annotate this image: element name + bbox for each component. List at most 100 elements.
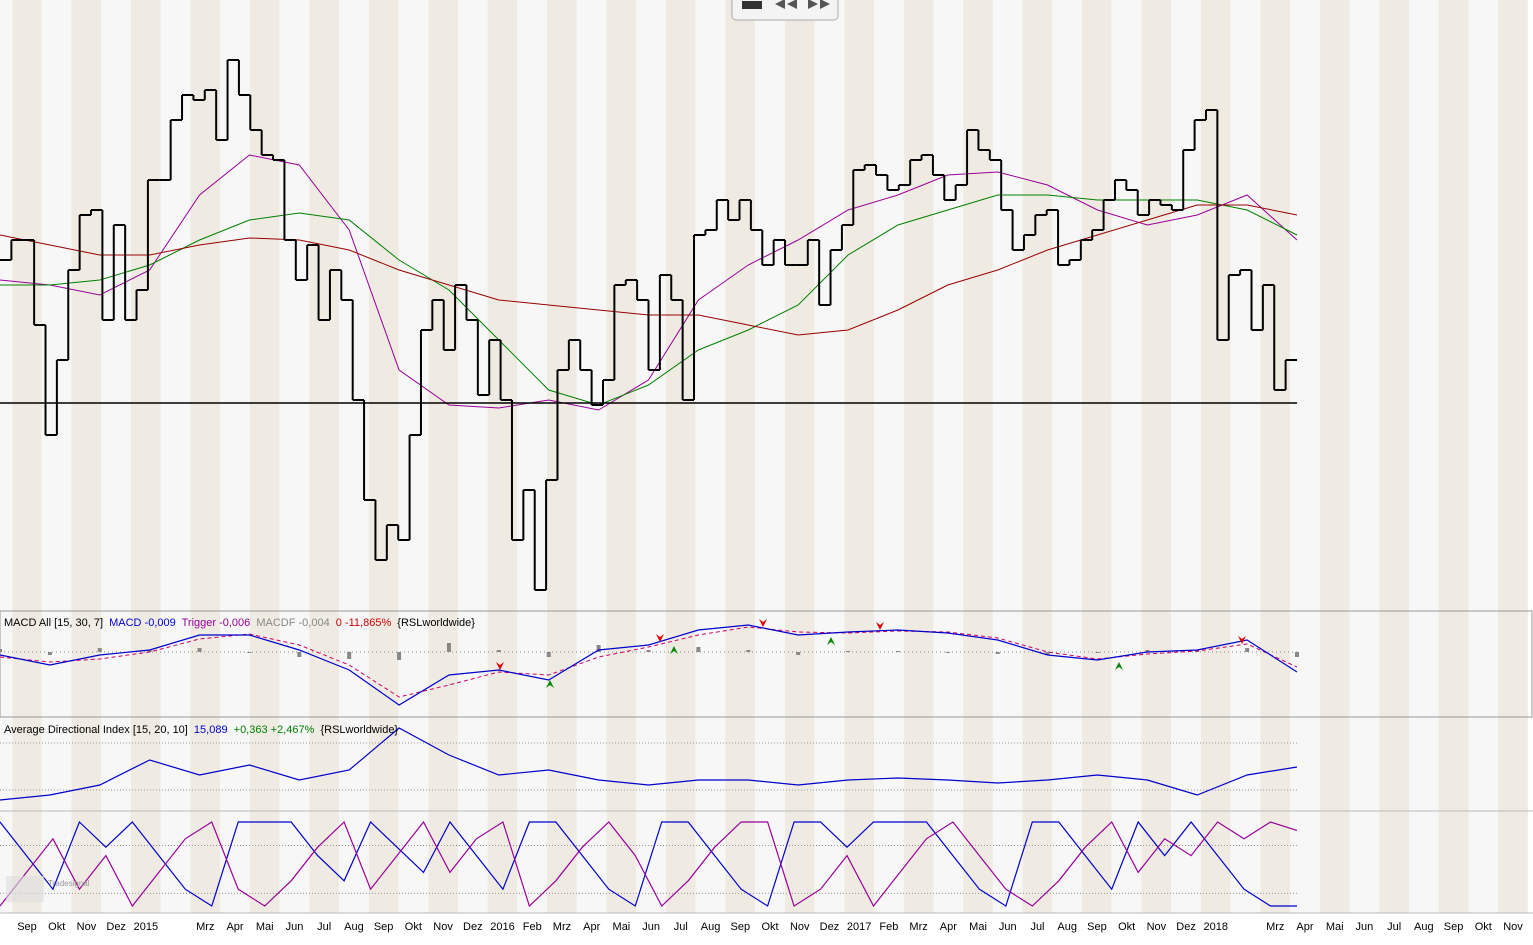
month-stripe [309,0,340,913]
month-stripe [368,0,399,913]
month-stripe [1111,0,1142,913]
month-stripe [1498,0,1528,913]
macd-histogram-bar [1145,650,1150,652]
month-stripe [636,0,666,913]
x-tick-label: Nov [77,921,97,933]
month-stripe [1438,0,1469,913]
x-tick-label: Aug [701,921,721,933]
oscillator-line [0,820,1298,908]
macd-histogram-bar [746,650,751,652]
x-tick-label: Mrz [196,921,214,933]
x-tick-label: Sep [730,921,750,933]
x-tick-label: Aug [344,921,364,933]
month-stripe [160,0,191,913]
x-tick-label: Nov [1147,921,1167,933]
x-tick-label: Sep [1444,921,1464,933]
x-tick-label: Jul [317,921,331,933]
buy-arrow [1115,662,1123,670]
x-tick-label: Jun [1356,921,1374,933]
x-tick-label: Okt [405,921,422,933]
macd-histogram-bar [995,652,1000,654]
forward-icon[interactable] [808,0,830,9]
trigger-line [0,626,1298,698]
x-tick-label: Mai [969,921,987,933]
moving-average [0,194,1298,406]
macd-histogram-bar [1095,652,1100,653]
grid-icon[interactable] [742,1,762,9]
month-stripe [874,0,904,913]
month-stripe [933,0,964,913]
macdf-label: MACDF -0,004 [256,617,329,629]
x-tick-label: Jul [1387,921,1401,933]
month-stripe [1171,0,1201,913]
macd-histogram-bar [297,652,302,657]
x-tick-label: Sep [17,921,37,933]
adx-value: 15,089 [194,724,228,736]
x-tick-label: Apr [583,921,600,933]
macd-histogram-bar [247,652,252,653]
month-stripe [992,0,1023,913]
month-stripe [725,0,756,913]
macd-histogram-bar [397,652,402,660]
macd-histogram-bar [945,652,950,653]
toolbar[interactable] [731,0,839,21]
watermark: Tradesignal [48,879,90,888]
x-tick-label: Sep [374,921,394,933]
month-stripe [457,0,488,913]
month-stripe [963,0,993,913]
adx-title: Average Directional Index [15, 20, 10] [4,724,188,736]
macd-histogram-bar [646,650,651,652]
buy-arrow [670,646,678,654]
x-tick-label: Jun [999,921,1017,933]
x-tick-label: Mai [256,921,274,933]
x-tick-label: Mrz [553,921,571,933]
signals [496,619,1246,688]
x-tick-label: 2017 [847,921,871,933]
x-tick-label: 2015 [134,921,158,933]
macd-line [0,624,1298,706]
macd-histogram-bar [47,652,52,655]
macd-histogram-bar [1295,652,1299,657]
x-tick-label: Okt [48,921,65,933]
month-stripe [101,0,132,913]
month-stripe [1290,0,1320,913]
x-tick-label: 2018 [1204,921,1228,933]
x-tick-label: Jun [642,921,660,933]
month-stripe [695,0,726,913]
source-label: {RSLworldwide} [397,617,475,629]
macd-histogram-bar [446,643,451,652]
x-tick-label: Apr [226,921,243,933]
back-icon[interactable] [775,0,797,9]
adx-header: Average Directional Index [15, 20, 10] 1… [4,724,398,736]
macd-histogram-bar [596,645,601,652]
macd-label: MACD -0,009 [109,617,176,629]
sell-arrow [759,619,767,627]
month-stripe [220,0,250,913]
macd-histogram-bar [0,649,2,652]
macd-histogram-bar [1045,652,1050,655]
x-tick-label: Aug [1057,921,1077,933]
x-tick-label: Sep [1087,921,1107,933]
month-stripe [131,0,161,913]
month-stripe [1260,0,1291,913]
macd-header: MACD All [15, 30, 7] MACD -0,009 Trigger… [4,617,475,629]
macd-histogram-bar [1245,648,1250,652]
macd-histogram-bar [496,650,501,652]
month-stripe [428,0,458,913]
month-stripe [1082,0,1112,913]
month-stripe [844,0,875,913]
month-stripe [1022,0,1053,913]
x-tick-label: Dez [1176,921,1196,933]
x-tick-label: Dez [106,921,126,933]
x-tick-label: Okt [1475,921,1492,933]
sell-arrow [496,662,504,670]
month-stripe [517,0,548,913]
month-stripe [814,0,845,913]
month-stripe [1468,0,1499,913]
sell-arrow [656,634,664,642]
source-label: {RSLworldwide} [320,724,398,736]
month-stripe [1141,0,1172,913]
oscillator-line [0,820,1297,907]
